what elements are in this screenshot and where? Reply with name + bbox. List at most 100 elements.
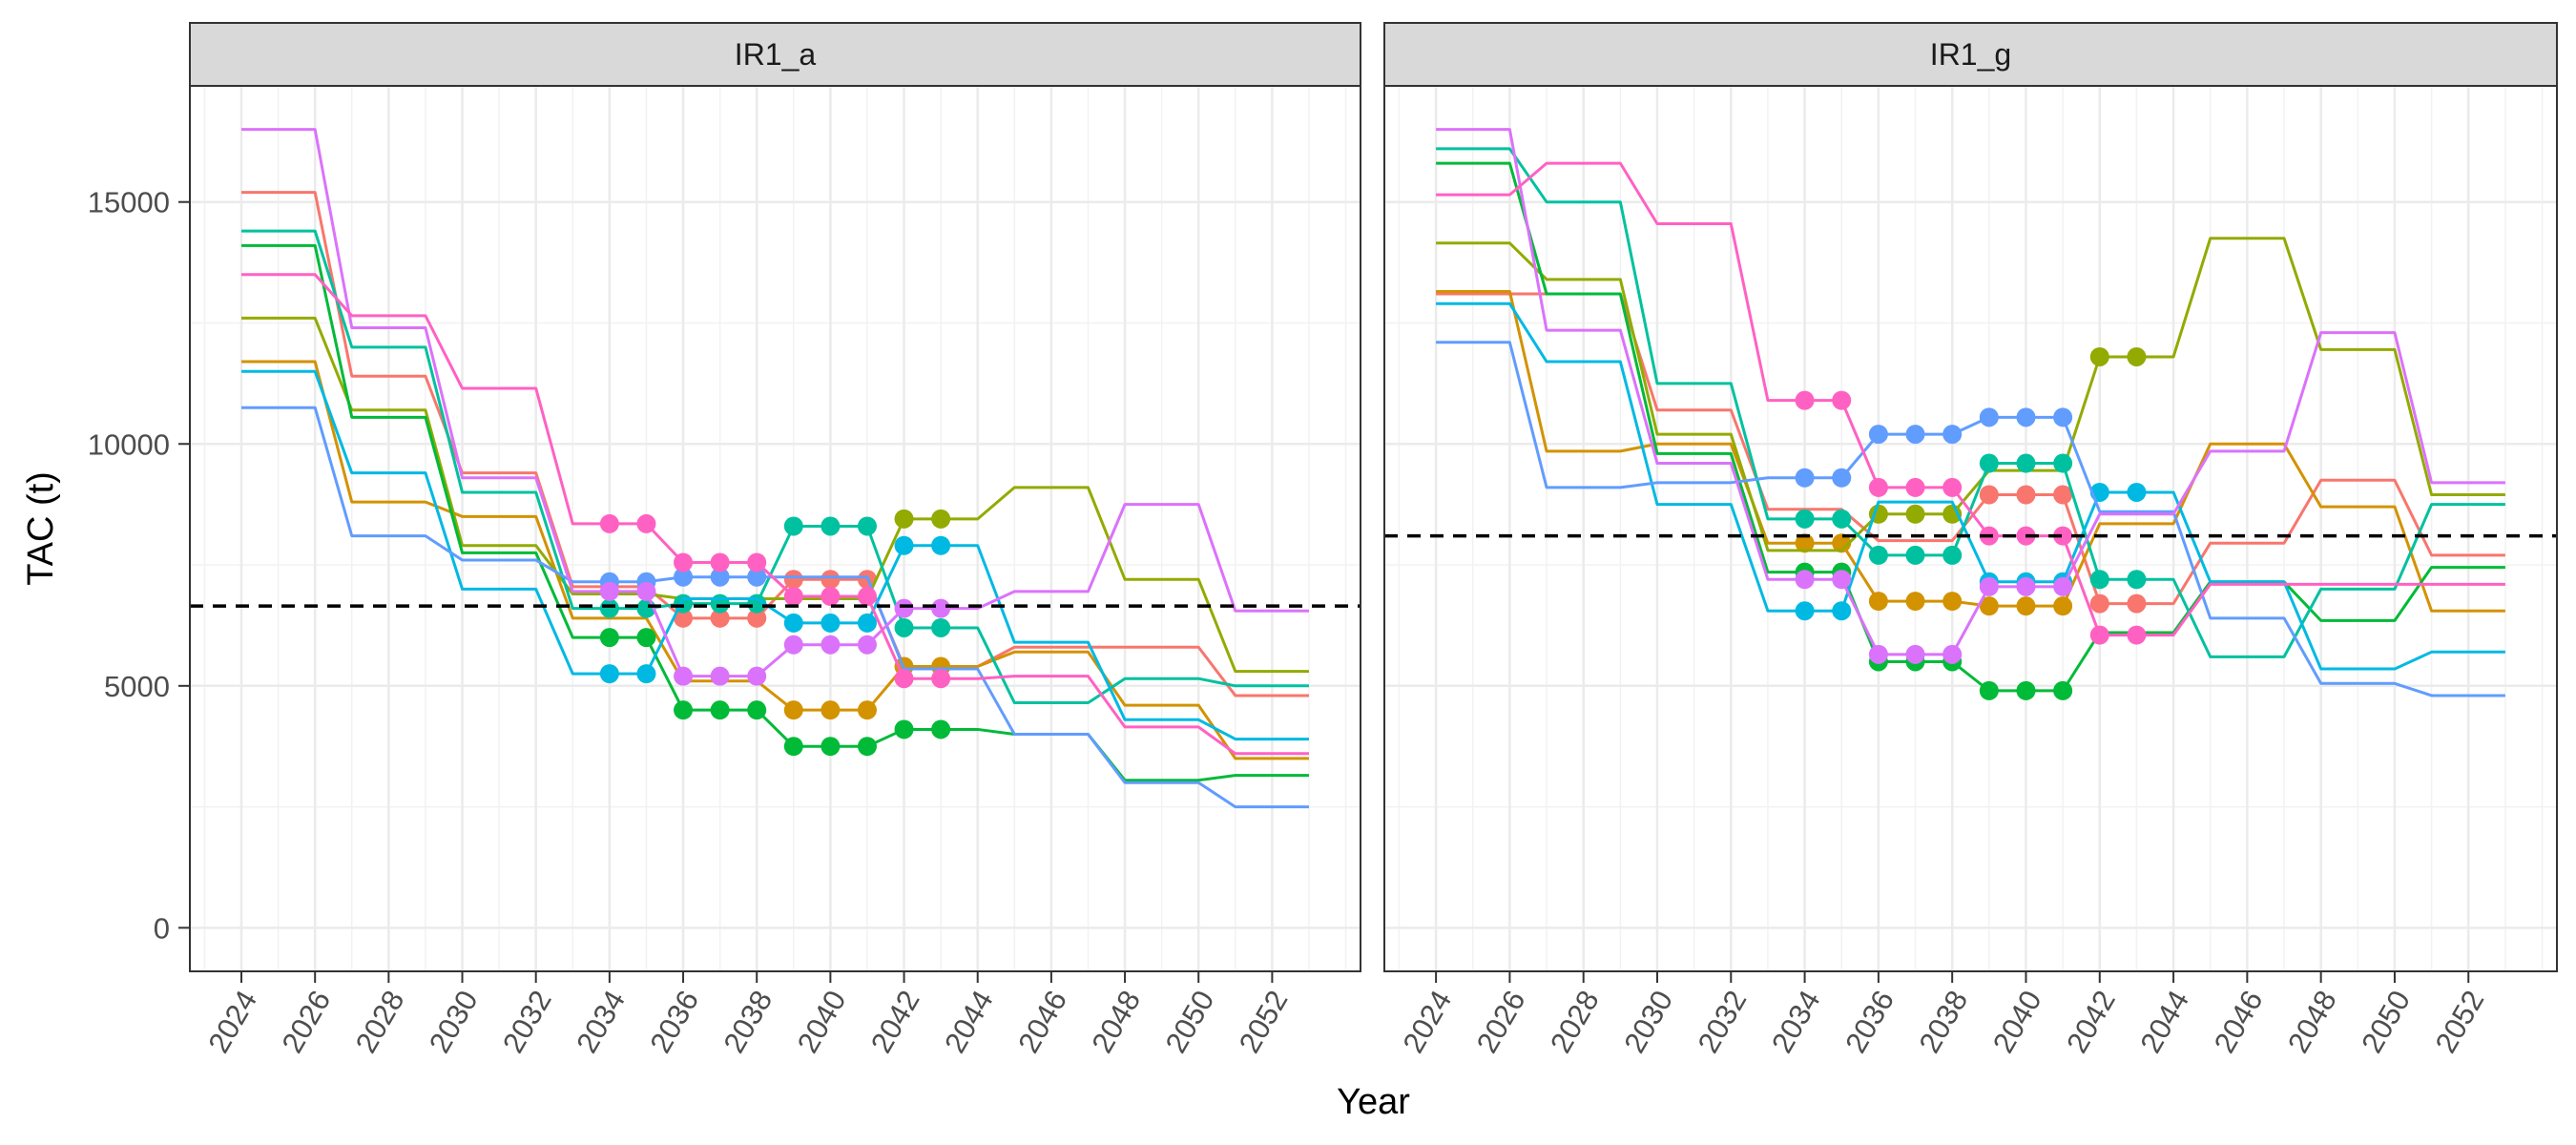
data-point (2016, 453, 2036, 473)
data-point (747, 608, 767, 628)
panel-strip (1383, 22, 2558, 87)
data-point (1832, 468, 1852, 488)
data-point (747, 666, 767, 686)
panel-background (1384, 86, 2557, 971)
data-point (710, 593, 730, 614)
series-line (241, 273, 1309, 756)
data-point (857, 737, 877, 757)
data-point (894, 509, 914, 529)
data-point (1979, 485, 1999, 505)
data-point (636, 664, 656, 684)
data-point (1905, 592, 1925, 612)
data-point (821, 700, 841, 720)
y-axis-title: TAC (t) (21, 471, 61, 586)
series-line (241, 369, 1309, 741)
data-point (2127, 593, 2147, 614)
data-point (821, 516, 841, 536)
data-point (894, 719, 914, 739)
data-point (2089, 570, 2109, 590)
data-point (821, 613, 841, 633)
data-point (1795, 533, 1815, 553)
data-point (2016, 407, 2036, 427)
data-point (1868, 425, 1888, 445)
series-line (241, 406, 1309, 809)
panel-border (189, 85, 1361, 972)
panel-plot-area (1383, 85, 2558, 972)
series-line (1436, 302, 2505, 671)
y-tick-label: 15000 (88, 186, 170, 219)
data-point (1868, 644, 1888, 664)
data-point (1795, 570, 1815, 590)
series-line (241, 243, 1309, 782)
data-point (2016, 596, 2036, 616)
data-point (2053, 485, 2073, 505)
panel-strip (189, 22, 1361, 87)
data-point (599, 664, 619, 684)
data-point (2016, 680, 2036, 700)
data-point (599, 628, 619, 648)
data-point (857, 586, 877, 606)
data-point (674, 567, 694, 587)
panel-background (190, 86, 1361, 971)
data-point (1979, 453, 1999, 473)
series-line (241, 316, 1309, 674)
data-point (636, 628, 656, 648)
data-point (1868, 592, 1888, 612)
data-point (2016, 576, 2036, 596)
data-point (2053, 576, 2073, 596)
data-point (1905, 477, 1925, 497)
data-point (1832, 509, 1852, 529)
data-point (783, 570, 803, 590)
data-point (1832, 570, 1852, 590)
data-point (894, 598, 914, 618)
data-point (1905, 504, 1925, 524)
data-point (674, 608, 694, 628)
data-point (1795, 390, 1815, 410)
data-point (1942, 425, 1963, 445)
panel-border (1383, 85, 2558, 972)
data-point (783, 737, 803, 757)
data-point (783, 516, 803, 536)
data-point (931, 719, 951, 739)
series-line (1436, 161, 2505, 693)
data-point (894, 535, 914, 555)
data-point (599, 581, 619, 601)
data-point (2053, 526, 2073, 546)
data-point (674, 700, 694, 720)
data-point (2053, 453, 2073, 473)
data-point (2127, 482, 2147, 502)
data-point (599, 598, 619, 618)
series-line (1436, 147, 2505, 658)
data-point (2053, 407, 2073, 427)
data-point (2053, 596, 2073, 616)
data-point (2127, 570, 2147, 590)
data-point (747, 552, 767, 572)
data-point (674, 552, 694, 572)
panel-ir1-g: IR1_g (1383, 22, 2558, 972)
data-point (1868, 545, 1888, 565)
series-line (1436, 161, 2505, 637)
data-point (857, 516, 877, 536)
data-point (636, 513, 656, 533)
data-point (1832, 601, 1852, 621)
series-line (1436, 237, 2505, 552)
data-point (783, 613, 803, 633)
data-point (857, 700, 877, 720)
data-point (710, 700, 730, 720)
data-point (1942, 592, 1963, 612)
data-point (1905, 644, 1925, 664)
data-point (857, 635, 877, 655)
data-point (599, 513, 619, 533)
data-point (1832, 390, 1852, 410)
data-point (1979, 596, 1999, 616)
y-tick-label: 5000 (104, 670, 170, 703)
data-point (710, 567, 730, 587)
data-point (1942, 545, 1963, 565)
data-point (1832, 533, 1852, 553)
data-point (931, 535, 951, 555)
data-point (1942, 477, 1963, 497)
series-line (241, 229, 1309, 705)
panel-ir1-a: IR1_a (189, 22, 1361, 972)
data-point (783, 635, 803, 655)
